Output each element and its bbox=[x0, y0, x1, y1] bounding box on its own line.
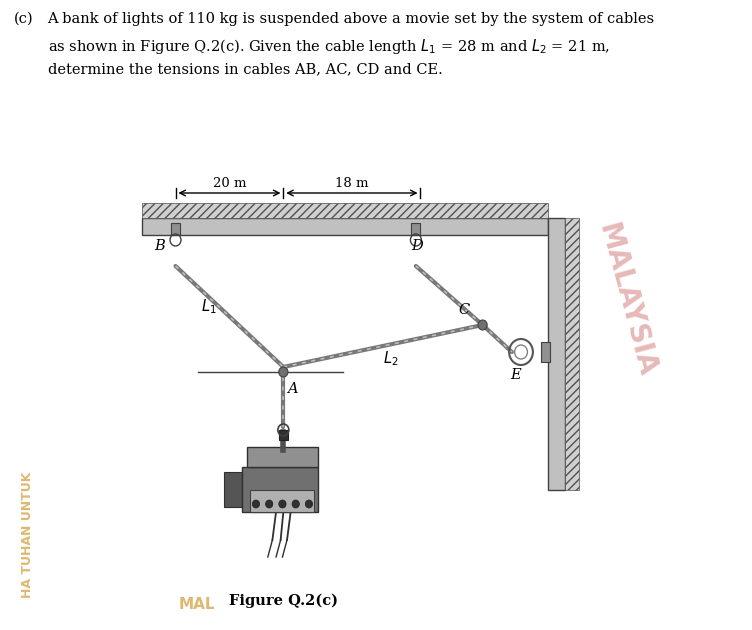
Text: A: A bbox=[287, 382, 298, 396]
Bar bbox=[548, 218, 565, 490]
Bar bbox=[250, 490, 314, 512]
Circle shape bbox=[305, 500, 313, 508]
Text: as shown in Figure Q.2(c). Given the cable length $L_1$ = 28 m and $L_2$ = 21 m,: as shown in Figure Q.2(c). Given the cab… bbox=[47, 37, 610, 56]
Text: determine the tensions in cables AB, AC, CD and CE.: determine the tensions in cables AB, AC,… bbox=[47, 62, 442, 76]
Bar bbox=[141, 218, 548, 235]
Circle shape bbox=[279, 367, 288, 377]
Text: MALAYSIA: MALAYSIA bbox=[593, 220, 660, 380]
Circle shape bbox=[279, 500, 286, 508]
Text: C: C bbox=[459, 303, 470, 317]
Bar bbox=[247, 447, 318, 467]
Text: Figure Q.2(c): Figure Q.2(c) bbox=[229, 593, 338, 608]
Text: 20 m: 20 m bbox=[213, 177, 246, 190]
Text: D: D bbox=[411, 239, 423, 253]
Text: HA TUHAN UNTUK: HA TUHAN UNTUK bbox=[21, 472, 34, 598]
Text: 18 m: 18 m bbox=[335, 177, 368, 190]
Text: A bank of lights of 110 kg is suspended above a movie set by the system of cable: A bank of lights of 110 kg is suspended … bbox=[47, 12, 655, 26]
Text: B: B bbox=[153, 239, 165, 253]
Text: (c): (c) bbox=[14, 12, 33, 26]
Circle shape bbox=[478, 320, 487, 330]
Bar bbox=[411, 223, 420, 235]
Text: $L_2$: $L_2$ bbox=[383, 349, 398, 368]
Text: E: E bbox=[510, 368, 520, 382]
Bar bbox=[565, 218, 578, 490]
Bar bbox=[171, 223, 180, 235]
Circle shape bbox=[265, 500, 273, 508]
Text: MAL: MAL bbox=[178, 597, 215, 612]
Circle shape bbox=[292, 500, 299, 508]
Circle shape bbox=[252, 500, 259, 508]
Bar bbox=[541, 342, 550, 362]
Bar bbox=[141, 203, 548, 218]
Text: $L_1$: $L_1$ bbox=[202, 297, 217, 316]
Bar bbox=[242, 467, 318, 512]
Bar bbox=[224, 472, 244, 507]
Bar bbox=[279, 430, 288, 440]
